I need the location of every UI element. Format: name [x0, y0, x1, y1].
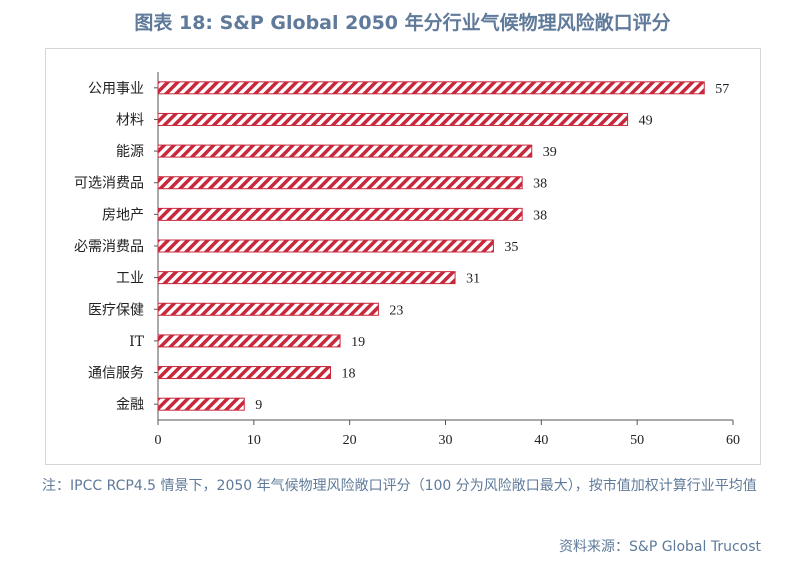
- bar-value-label: 23: [389, 303, 403, 318]
- category-label: 必需消费品: [74, 239, 144, 255]
- bar: [157, 366, 331, 380]
- bar-value-label: 49: [639, 113, 653, 128]
- bar: [157, 302, 379, 316]
- bar-value-label: 39: [543, 145, 557, 160]
- chart-source: 资料来源：S&P Global Trucost: [559, 539, 761, 555]
- category-label: 可选消费品: [74, 176, 144, 192]
- bar: [157, 176, 523, 190]
- bar-value-label: 9: [255, 398, 262, 413]
- bar-value-label: 31: [466, 272, 480, 287]
- category-label: 通信服务: [88, 366, 144, 382]
- x-tick-label: 0: [155, 433, 162, 448]
- bar: [157, 81, 705, 95]
- x-tick-label: 50: [630, 433, 644, 448]
- bar-value-label: 57: [715, 82, 729, 97]
- category-label: 能源: [116, 144, 144, 160]
- bar: [157, 112, 629, 126]
- bar-value-label: 35: [504, 240, 518, 255]
- category-label: 金融: [116, 397, 144, 413]
- x-tick-label: 60: [726, 433, 740, 448]
- category-label: 公用事业: [88, 81, 144, 97]
- x-tick-label: 30: [439, 433, 453, 448]
- bar: [157, 334, 341, 348]
- category-label: 工业: [116, 271, 144, 287]
- x-tick-label: 10: [247, 433, 261, 448]
- category-label: 房地产: [102, 207, 144, 223]
- bar-chart: 公用事业 57 材料 49 能源 39 可选消费品 38 房地产 38 必需消费品 35 工业 31 医疗保…: [74, 72, 740, 448]
- category-label: 材料: [116, 112, 144, 128]
- x-tick-label: 40: [534, 433, 548, 448]
- chart-note: 注：IPCC RCP4.5 情景下，2050 年气候物理风险敞口评分（100 分…: [42, 478, 757, 494]
- bar: [157, 271, 456, 285]
- bar-value-label: 19: [351, 335, 365, 350]
- bar: [157, 144, 533, 158]
- category-label: IT: [129, 334, 145, 350]
- x-tick-label: 20: [343, 433, 357, 448]
- bar-value-label: 18: [342, 367, 356, 382]
- bar: [157, 397, 245, 411]
- category-label: 医疗保健: [88, 302, 144, 318]
- bar: [157, 207, 523, 221]
- bar-value-label: 38: [533, 208, 547, 223]
- bar-value-label: 38: [533, 177, 547, 192]
- bar: [157, 239, 494, 253]
- chart-title: 图表 18: S&P Global 2050 年分行业气候物理风险敞口评分: [134, 12, 671, 34]
